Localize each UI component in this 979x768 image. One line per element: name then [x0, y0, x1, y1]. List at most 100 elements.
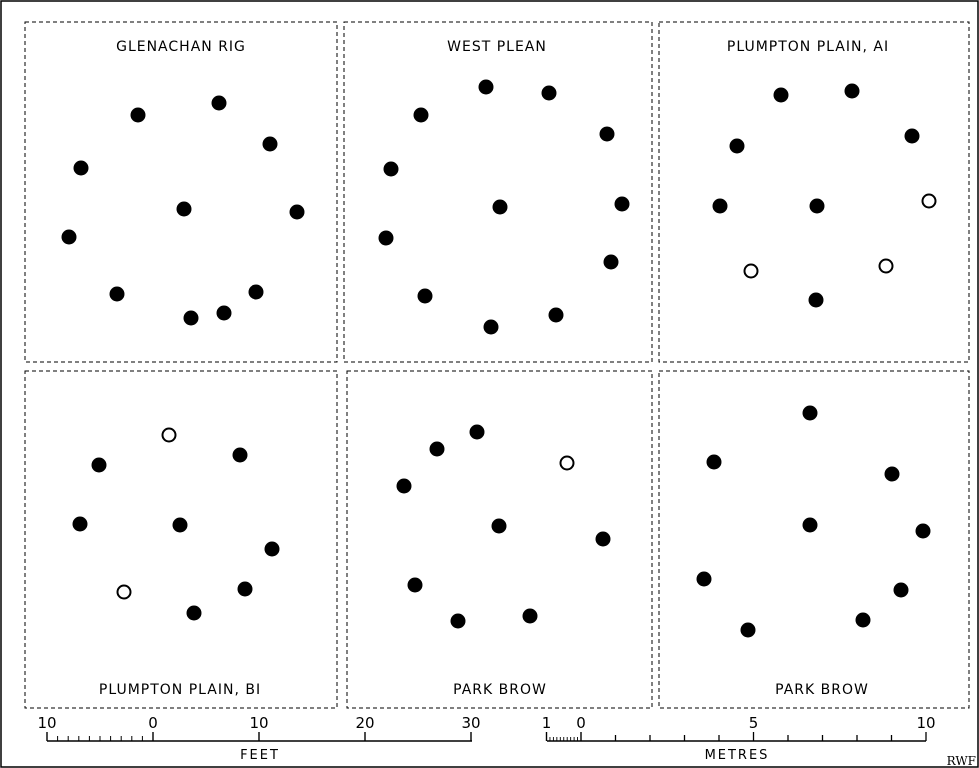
panel-plumpton-plain-b1: PLUMPTON PLAIN, BI — [24, 370, 338, 709]
panel-frame — [658, 370, 970, 709]
panel-plumpton-plain-a1: PLUMPTON PLAIN, AI — [658, 21, 970, 363]
metres-scale-label: METRES — [705, 748, 770, 763]
panel-west-plean: WEST PLEAN — [343, 21, 653, 363]
standing-stone — [904, 128, 920, 144]
standing-stone — [396, 478, 412, 494]
standing-stone — [802, 405, 818, 421]
standing-stone — [802, 517, 818, 533]
stone-group — [72, 427, 280, 621]
standing-stone — [599, 126, 615, 142]
stone-group — [378, 79, 630, 335]
standing-stone — [884, 466, 900, 482]
standing-stone — [492, 199, 508, 215]
standing-stone — [130, 107, 146, 123]
panel-title: PARK BROW — [453, 682, 547, 698]
standing-stone — [706, 454, 722, 470]
feet-scale-bar: 10 0 10 20 30 FEET — [37, 714, 480, 763]
standing-stone — [478, 79, 494, 95]
feet-tick-label: 20 — [355, 714, 374, 732]
panel-title: PARK BROW — [775, 682, 869, 698]
panel-frame — [343, 21, 653, 363]
panel-title: WEST PLEAN — [447, 39, 547, 55]
panel-frame — [24, 21, 338, 363]
stone-hole — [743, 263, 759, 279]
metres-tick-label: 5 — [749, 714, 759, 732]
stone-hole — [921, 193, 937, 209]
panel-park-brow-2: PARK BROW — [658, 370, 970, 709]
standing-stone — [603, 254, 619, 270]
standing-stone — [186, 605, 202, 621]
standing-stone — [541, 85, 557, 101]
standing-stone — [729, 138, 745, 154]
panel-title: PLUMPTON PLAIN, AI — [727, 39, 889, 55]
panel-glenachan-rig: GLENACHAN RIG — [24, 21, 338, 363]
standing-stone — [383, 161, 399, 177]
feet-scale-label: FEET — [240, 748, 280, 763]
standing-stone — [417, 288, 433, 304]
feet-tick-label: 0 — [148, 714, 158, 732]
standing-stone — [548, 307, 564, 323]
standing-stone — [893, 582, 909, 598]
standing-stone — [378, 230, 394, 246]
stone-hole — [161, 427, 177, 443]
metres-tick-label: 1 — [542, 714, 552, 732]
stone-group — [396, 424, 611, 629]
panel-title: PLUMPTON PLAIN, BI — [99, 682, 261, 698]
standing-stone — [522, 608, 538, 624]
standing-stone — [614, 196, 630, 212]
panel-title: GLENACHAN RIG — [116, 39, 246, 55]
standing-stone — [483, 319, 499, 335]
standing-stone — [595, 531, 611, 547]
standing-stone — [211, 95, 227, 111]
standing-stone — [176, 201, 192, 217]
standing-stone — [72, 516, 88, 532]
stone-hole — [878, 258, 894, 274]
feet-tick-label: 10 — [37, 714, 56, 732]
panel-frame — [346, 370, 653, 709]
standing-stone — [429, 441, 445, 457]
standing-stone — [413, 107, 429, 123]
standing-stone — [696, 571, 712, 587]
standing-stone — [809, 198, 825, 214]
feet-scale-ticks — [46, 732, 472, 741]
standing-stone — [469, 424, 485, 440]
standing-stone — [183, 310, 199, 326]
standing-stone — [248, 284, 264, 300]
metres-scale-bar: 1 0 5 10 METRES — [542, 714, 936, 763]
feet-scale-tick-labels: 10 0 10 20 30 — [37, 714, 480, 732]
feet-tick-label: 10 — [249, 714, 268, 732]
standing-stone — [491, 518, 507, 534]
stone-group — [696, 405, 931, 638]
standing-stone — [773, 87, 789, 103]
standing-stone — [262, 136, 278, 152]
standing-stone — [232, 447, 248, 463]
stone-group — [61, 95, 305, 326]
standing-stone — [407, 577, 423, 593]
stone-hole — [559, 455, 575, 471]
stone-hole — [116, 584, 132, 600]
standing-stone — [289, 204, 305, 220]
draughtsman-initials: RWF — [947, 754, 976, 768]
panel-frame — [24, 370, 338, 709]
standing-stone — [91, 457, 107, 473]
stone-group — [712, 83, 937, 308]
standing-stone — [61, 229, 77, 245]
standing-stone — [264, 541, 280, 557]
standing-stone — [172, 517, 188, 533]
panel-frame — [658, 21, 970, 363]
metres-tick-label: 10 — [916, 714, 935, 732]
standing-stone — [450, 613, 466, 629]
standing-stone — [109, 286, 125, 302]
standing-stone — [216, 305, 232, 321]
standing-stone — [915, 523, 931, 539]
metres-tick-label: 0 — [576, 714, 586, 732]
feet-tick-label: 30 — [461, 714, 480, 732]
standing-stone — [73, 160, 89, 176]
standing-stone — [712, 198, 728, 214]
standing-stone — [808, 292, 824, 308]
standing-stone — [844, 83, 860, 99]
standing-stone — [237, 581, 253, 597]
